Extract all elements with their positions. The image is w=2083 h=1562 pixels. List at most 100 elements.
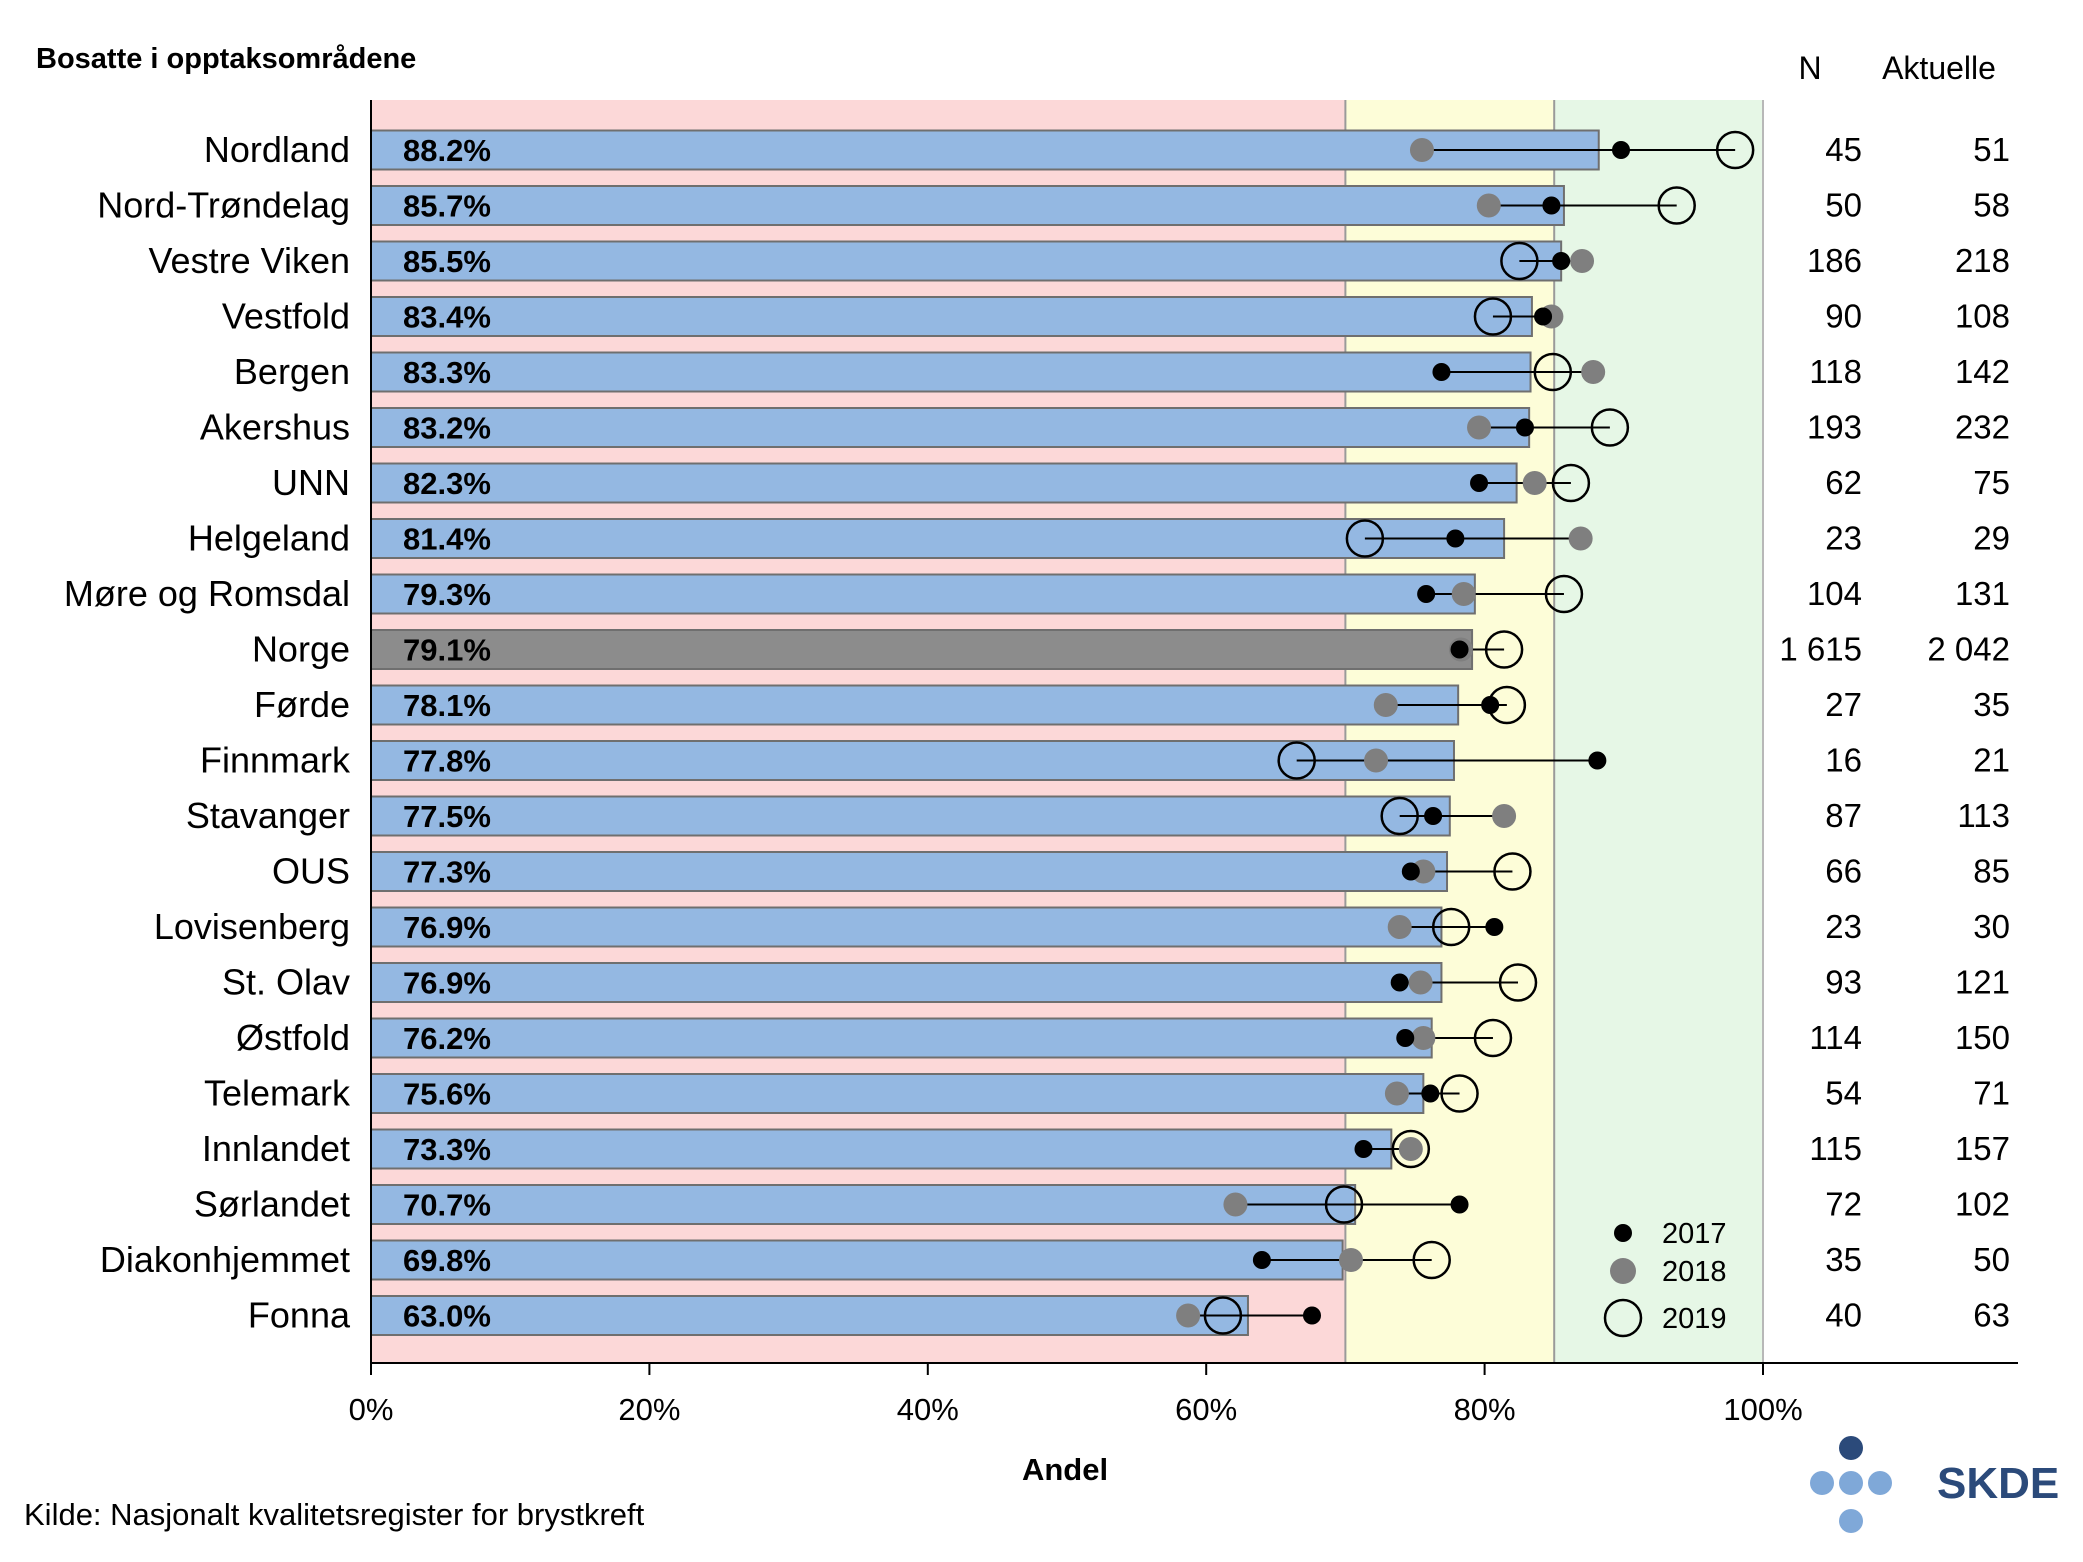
marker-2017 (1417, 585, 1436, 603)
bar-value-label: 83.4% (403, 300, 491, 335)
marker-2018 (1451, 582, 1476, 606)
category-label: Møre og Romsdal (64, 573, 350, 614)
bar (370, 573, 1476, 615)
marker-2019 (1498, 963, 1538, 1002)
bar (370, 1239, 1344, 1281)
category-label: Nord-Trøndelag (97, 185, 350, 226)
x-axis-label: Andel (1022, 1452, 1108, 1487)
marker-2018 (1373, 693, 1398, 717)
column-header-n: N (1798, 50, 1821, 86)
bar (370, 185, 1565, 226)
n-value: 45 (1825, 131, 1862, 168)
category-label: UNN (272, 462, 350, 503)
logo-text: SKDE (1937, 1459, 2059, 1508)
marker-2018 (1467, 415, 1492, 440)
bar-value-label: 69.8% (403, 1243, 491, 1278)
marker-2017 (1354, 1140, 1373, 1158)
marker-2019 (1412, 1240, 1451, 1280)
category-label: Sørlandet (194, 1184, 350, 1225)
n-value: 23 (1825, 520, 1862, 557)
x-tick-label: 40% (897, 1392, 959, 1427)
aktuelle-value: 63 (1973, 1297, 2010, 1334)
bar-value-label: 76.9% (403, 966, 491, 1001)
marker-2017 (1396, 1029, 1415, 1047)
bar (370, 1295, 1249, 1336)
marker-2017 (1446, 529, 1465, 548)
legend-marker-2018 (1610, 1258, 1636, 1284)
bar-value-label: 83.2% (403, 411, 491, 446)
bar (370, 240, 1563, 282)
marker-2017 (1534, 307, 1553, 326)
category-label: Helgeland (188, 518, 350, 559)
aktuelle-value: 2 042 (1927, 631, 2010, 668)
n-value: 115 (1809, 1130, 1862, 1167)
aktuelle-value: 121 (1955, 964, 2010, 1001)
x-tick-label: 60% (1175, 1392, 1237, 1427)
category-label: Vestfold (222, 296, 350, 337)
marker-2017 (1470, 474, 1489, 492)
aktuelle-value: 51 (1973, 131, 2010, 168)
marker-2019 (1391, 1129, 1431, 1169)
bar-value-label: 82.3% (403, 466, 491, 501)
aktuelle-value: 85 (1973, 853, 2010, 890)
category-label: Telemark (204, 1073, 351, 1114)
n-value: 66 (1825, 853, 1862, 890)
aktuelle-value: 35 (1973, 686, 2010, 723)
logo-dot-top (1839, 1436, 1863, 1460)
aktuelle-value: 113 (1957, 797, 2010, 834)
zone-high (1554, 100, 1763, 1363)
marker-2019 (1473, 297, 1513, 336)
n-value: 1 615 (1779, 631, 1862, 668)
legend-marker-2019 (1603, 1298, 1643, 1338)
n-value: 93 (1825, 964, 1862, 1001)
zone-low (371, 100, 1346, 1363)
aktuelle-value: 102 (1955, 1186, 2010, 1223)
category-label: Fonna (248, 1295, 351, 1336)
marker-2017 (1252, 1251, 1271, 1269)
bar (370, 296, 1533, 337)
marker-2019 (1277, 741, 1316, 780)
n-value: 90 (1825, 298, 1862, 335)
aktuelle-value: 21 (1973, 742, 2010, 779)
marker-2017 (1552, 252, 1571, 270)
bar (370, 1184, 1357, 1225)
category-label: Stavanger (186, 795, 350, 836)
bar-value-label: 76.9% (403, 910, 491, 945)
marker-2019 (1484, 630, 1524, 669)
marker-2019 (1345, 519, 1385, 558)
bar (370, 1128, 1393, 1170)
n-value: 62 (1825, 464, 1862, 501)
logo-dot-left (1810, 1471, 1834, 1495)
marker-2018 (1387, 915, 1412, 939)
target-zones (371, 100, 1764, 1363)
marker-2019 (1487, 685, 1527, 725)
category-label: Norge (252, 629, 350, 670)
marker-2019 (1544, 574, 1584, 614)
bar (370, 740, 1455, 781)
category-label: St. Olav (222, 962, 350, 1003)
bar (370, 684, 1460, 726)
x-tick-label: 80% (1454, 1392, 1516, 1427)
bar-value-label: 85.7% (403, 189, 491, 224)
n-value: 54 (1825, 1075, 1862, 1112)
bar-value-label: 79.3% (403, 577, 491, 612)
bar-value-label: 88.2% (403, 133, 491, 168)
logo-dot-right (1868, 1471, 1892, 1495)
marker-2019 (1431, 907, 1471, 947)
bar-value-label: 81.4% (403, 522, 491, 557)
aktuelle-value: 218 (1955, 242, 2010, 279)
category-label: Bergen (234, 351, 350, 392)
aktuelle-value: 232 (1955, 409, 2010, 446)
bar (370, 518, 1506, 559)
bar-value-label: 75.6% (403, 1077, 491, 1112)
n-value: 35 (1825, 1241, 1862, 1278)
marker-2018 (1476, 193, 1501, 218)
bar-value-label: 79.1% (403, 633, 491, 668)
legend-label: 2018 (1662, 1256, 1727, 1288)
category-label: Førde (254, 684, 350, 725)
category-labels: Nordland Nord-Trøndelag Vestre Viken Vestfo… (64, 129, 351, 1336)
bar (370, 1073, 1425, 1114)
aktuelle-value: 142 (1955, 353, 2010, 390)
category-label: Innlandet (202, 1128, 350, 1169)
aktuelle-value: 157 (1955, 1130, 2010, 1167)
